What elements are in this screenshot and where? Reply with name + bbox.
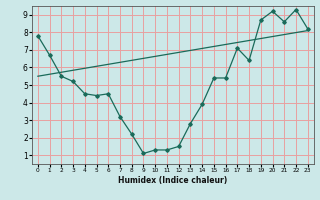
X-axis label: Humidex (Indice chaleur): Humidex (Indice chaleur)	[118, 176, 228, 185]
